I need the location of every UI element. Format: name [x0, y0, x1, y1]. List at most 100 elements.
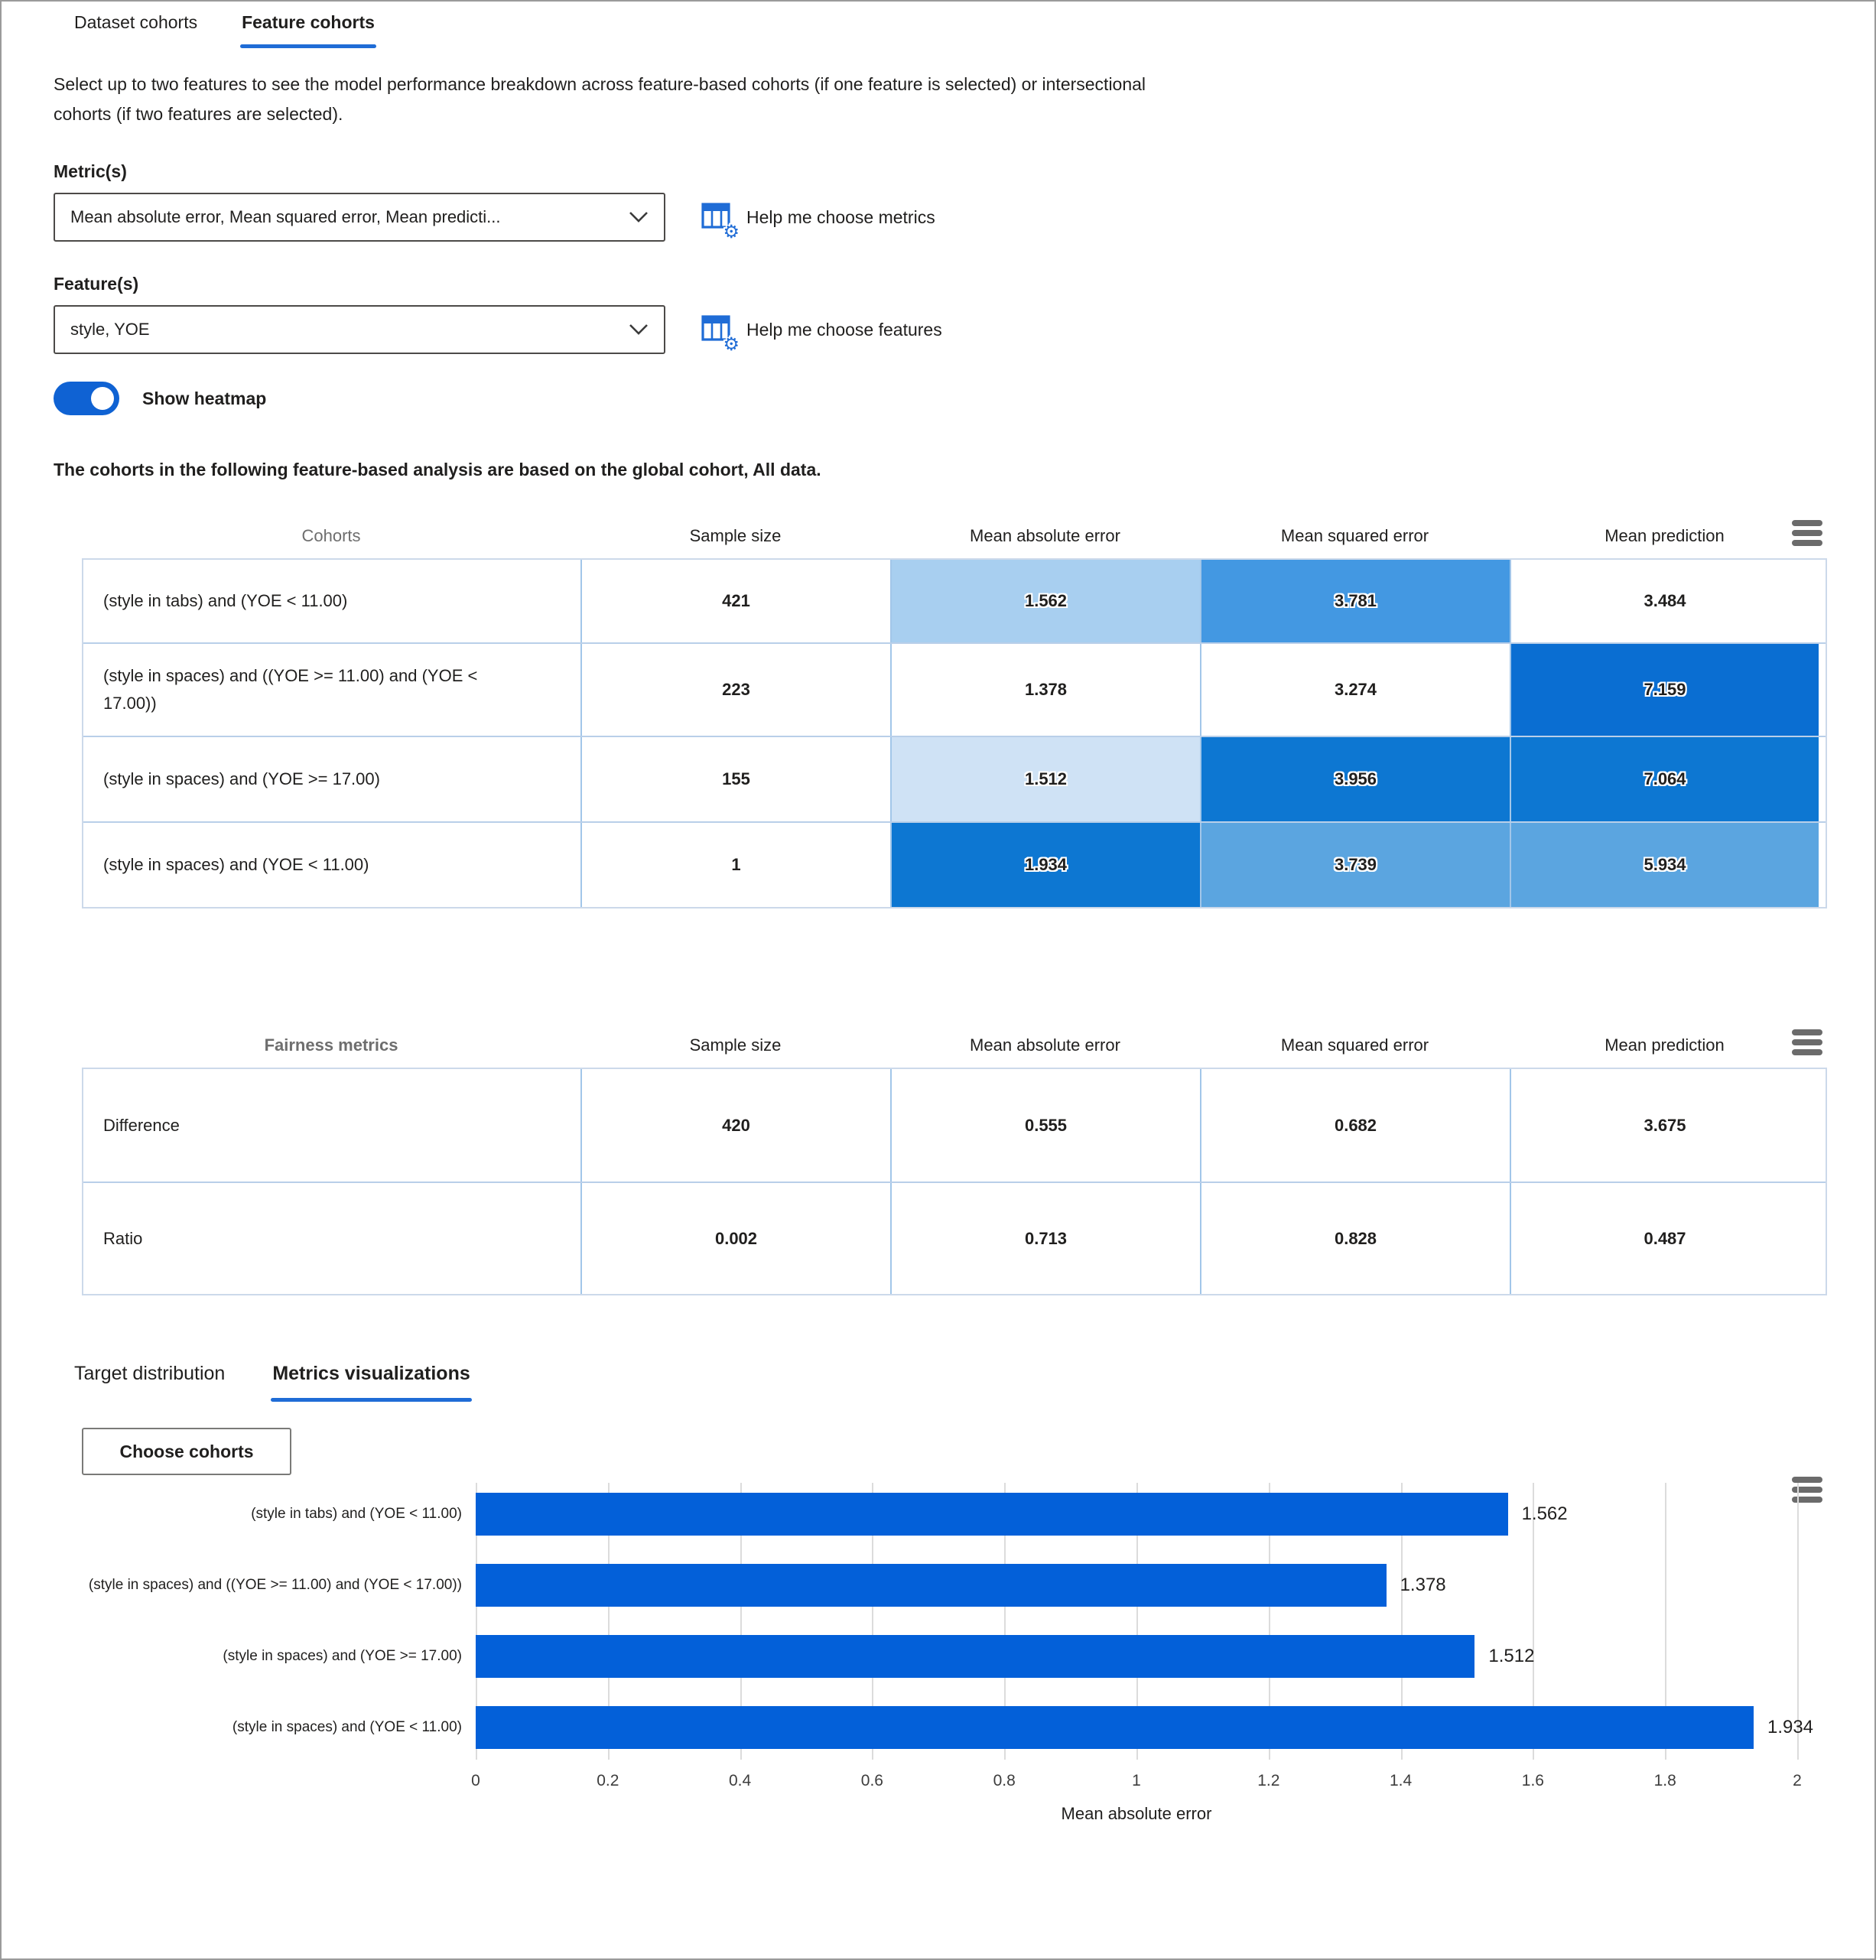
bar-value-label: 1.378	[1400, 1575, 1446, 1595]
chart-gridline	[1533, 1483, 1535, 1760]
mae-heatmap-cell: 1.378	[890, 644, 1200, 736]
chart-x-tick-label: 0.6	[860, 1772, 883, 1789]
tab-metrics-visualizations[interactable]: Metrics visualizations	[271, 1363, 473, 1402]
help-choose-metrics-label: Help me choose metrics	[746, 206, 935, 227]
chart-x-tick-label: 1.4	[1389, 1772, 1413, 1789]
chart-y-axis-labels: (style in tabs) and (YOE < 11.00) (style …	[82, 1483, 462, 1760]
help-choose-features-label: Help me choose features	[746, 319, 942, 340]
help-choose-features-link[interactable]: ⚙ Help me choose features	[701, 313, 942, 353]
column-header-mse: Mean squared error	[1280, 1035, 1429, 1055]
table-row: (style in spaces) and (YOE < 11.00) 1 1.…	[83, 821, 1826, 907]
mse-heatmap-cell: 3.956	[1200, 737, 1510, 821]
chart-gridline	[1268, 1483, 1270, 1760]
table-menu-icon[interactable]	[1792, 520, 1822, 546]
table-row: (style in tabs) and (YOE < 11.00) 421 1.…	[83, 560, 1826, 642]
mean-prediction-heatmap-cell: 5.934	[1510, 823, 1819, 907]
column-header-mse: Mean squared error	[1280, 526, 1429, 545]
mae-heatmap-cell: 1.562	[890, 560, 1200, 642]
chart-x-tick-label: 0	[471, 1772, 480, 1789]
chart-menu-icon[interactable]	[1792, 1477, 1822, 1503]
chart-bar-row: 1.512	[476, 1635, 1797, 1678]
mae-heatmap-cell: 1.934	[890, 823, 1200, 907]
tab-target-distribution[interactable]: Target distribution	[74, 1363, 226, 1384]
mse-cell: 0.682	[1200, 1069, 1510, 1182]
mean-prediction-cell: 3.675	[1510, 1069, 1819, 1182]
choose-cohorts-button[interactable]: Choose cohorts	[82, 1428, 291, 1475]
chart-bar-row: 1.934	[476, 1706, 1813, 1749]
chart-bar[interactable]	[476, 1706, 1754, 1749]
column-header-mae: Mean absolute error	[970, 526, 1120, 545]
chart-bar-row: 1.378	[476, 1564, 1797, 1607]
column-header-mean-prediction: Mean prediction	[1605, 526, 1725, 545]
column-header-sample-size: Sample size	[689, 1035, 782, 1055]
fairness-metric-name: Difference	[83, 1069, 580, 1182]
chart-bar[interactable]	[476, 1493, 1508, 1536]
tab-feature-cohorts[interactable]: Feature cohorts	[240, 12, 376, 48]
mean-prediction-heatmap-cell: 3.484	[1510, 560, 1819, 642]
sample-size-cell: 0.002	[580, 1183, 890, 1294]
cohort-name-cell: (style in tabs) and (YOE < 11.00)	[83, 560, 580, 642]
column-header-mean-prediction: Mean prediction	[1605, 1035, 1725, 1055]
chart-x-axis-title: Mean absolute error	[1061, 1804, 1212, 1823]
cohort-name-cell: (style in spaces) and ((YOE >= 11.00) an…	[83, 644, 580, 736]
toggle-knob	[91, 387, 114, 410]
chart-x-tick-label: 0.4	[728, 1772, 752, 1789]
mean-prediction-cell: 0.487	[1510, 1183, 1819, 1294]
cohort-type-tabs: Dataset cohorts Feature cohorts	[2, 2, 1874, 48]
sample-size-cell: 420	[580, 1069, 890, 1182]
chart-x-tick-label: 1.6	[1521, 1772, 1544, 1789]
table-gear-icon: ⚙	[701, 200, 740, 241]
help-choose-metrics-link[interactable]: ⚙ Help me choose metrics	[701, 200, 935, 241]
sample-size-cell: 421	[580, 560, 890, 642]
show-heatmap-toggle[interactable]	[54, 382, 119, 415]
metrics-dropdown[interactable]: Mean absolute error, Mean squared error,…	[54, 193, 665, 242]
mse-heatmap-cell: 3.781	[1200, 560, 1510, 642]
table-gear-icon: ⚙	[701, 313, 740, 353]
chart-gridline	[1665, 1483, 1667, 1760]
metrics-dropdown-value: Mean absolute error, Mean squared error,…	[70, 207, 501, 226]
chart-bar[interactable]	[476, 1564, 1387, 1607]
gear-icon: ⚙	[723, 221, 740, 242]
chart-gridline	[740, 1483, 742, 1760]
mae-heatmap-cell: 1.512	[890, 737, 1200, 821]
bar-chart-plot: 1.562 1.378 1.512 1.934	[476, 1483, 1813, 1760]
chart-y-label: (style in spaces) and (YOE >= 17.00)	[223, 1648, 462, 1664]
cohort-metrics-table: Cohorts Sample size Mean absolute error …	[82, 514, 1827, 908]
gear-icon: ⚙	[723, 333, 740, 355]
feature-cohorts-description: Select up to two features to see the mod…	[54, 74, 1146, 124]
features-dropdown-value: style, YOE	[70, 320, 150, 339]
chart-y-label: (style in spaces) and (YOE < 11.00)	[232, 1719, 462, 1735]
tab-dataset-cohorts[interactable]: Dataset cohorts	[74, 12, 198, 32]
fairness-table-header: Fairness metrics Sample size Mean absolu…	[82, 1023, 1827, 1068]
metrics-field-label: Metric(s)	[54, 161, 127, 181]
metrics-bar-chart: (style in tabs) and (YOE < 11.00) (style …	[82, 1477, 1827, 1835]
chart-x-tick-label: 0.8	[993, 1772, 1016, 1789]
chart-y-label: (style in tabs) and (YOE < 11.00)	[251, 1506, 462, 1522]
mse-heatmap-cell: 3.739	[1200, 823, 1510, 907]
chart-x-tick-label: 2	[1793, 1772, 1802, 1789]
global-cohort-note: The cohorts in the following feature-bas…	[54, 460, 821, 479]
sample-size-cell: 1	[580, 823, 890, 907]
chart-x-tick-label: 1.8	[1653, 1772, 1676, 1789]
chart-gridline	[1797, 1483, 1799, 1760]
show-heatmap-label: Show heatmap	[142, 388, 267, 408]
cohort-table-header: Cohorts Sample size Mean absolute error …	[82, 514, 1827, 558]
cohort-name-cell: (style in spaces) and (YOE >= 17.00)	[83, 737, 580, 821]
chart-bar[interactable]	[476, 1635, 1475, 1678]
chevron-down-icon	[629, 323, 649, 336]
fairness-metric-name: Ratio	[83, 1183, 580, 1294]
chart-gridline	[1136, 1483, 1138, 1760]
chevron-down-icon	[629, 211, 649, 223]
chart-x-tick-label: 1	[1132, 1772, 1141, 1789]
table-row: (style in spaces) and (YOE >= 17.00) 155…	[83, 736, 1826, 821]
mae-cell: 0.555	[890, 1069, 1200, 1182]
chart-gridline	[1004, 1483, 1006, 1760]
chart-x-tick-label: 1.2	[1257, 1772, 1280, 1789]
table-menu-icon[interactable]	[1792, 1029, 1822, 1055]
cohort-name-cell: (style in spaces) and (YOE < 11.00)	[83, 823, 580, 907]
mse-cell: 0.828	[1200, 1183, 1510, 1294]
chart-gridline	[1400, 1483, 1403, 1760]
column-header-fairness-metrics: Fairness metrics	[264, 1035, 398, 1055]
table-row: Ratio 0.002 0.713 0.828 0.487	[83, 1182, 1826, 1294]
features-dropdown[interactable]: style, YOE	[54, 305, 665, 354]
